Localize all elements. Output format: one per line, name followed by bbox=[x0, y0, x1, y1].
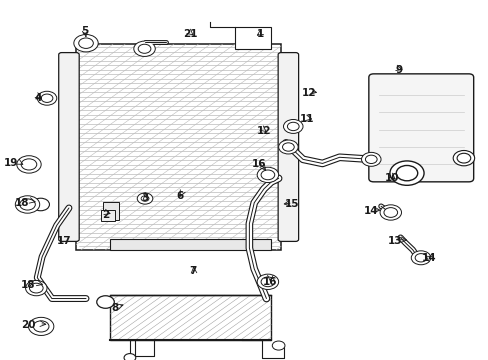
Text: 17: 17 bbox=[57, 236, 71, 246]
Circle shape bbox=[28, 318, 54, 336]
Text: 3: 3 bbox=[141, 193, 148, 203]
Text: 4: 4 bbox=[34, 93, 41, 103]
Circle shape bbox=[287, 122, 299, 131]
Text: 18: 18 bbox=[21, 280, 36, 289]
Bar bbox=[234, 27, 271, 49]
Bar bbox=[76, 44, 281, 250]
Text: 16: 16 bbox=[262, 277, 277, 287]
Circle shape bbox=[283, 120, 303, 134]
Circle shape bbox=[456, 153, 470, 163]
Text: 14: 14 bbox=[363, 206, 378, 216]
Circle shape bbox=[261, 170, 274, 180]
Text: 12: 12 bbox=[256, 126, 271, 136]
Circle shape bbox=[282, 143, 294, 151]
Circle shape bbox=[257, 167, 278, 183]
Text: 16: 16 bbox=[251, 159, 266, 170]
Circle shape bbox=[261, 277, 274, 287]
Text: 12: 12 bbox=[302, 88, 316, 98]
Circle shape bbox=[379, 205, 401, 220]
Text: 15: 15 bbox=[285, 199, 299, 210]
Circle shape bbox=[134, 41, 155, 57]
Circle shape bbox=[138, 44, 151, 53]
Circle shape bbox=[278, 140, 298, 154]
FancyBboxPatch shape bbox=[368, 74, 473, 182]
Text: 20: 20 bbox=[21, 320, 36, 330]
Circle shape bbox=[79, 38, 93, 48]
Text: 8: 8 bbox=[111, 303, 119, 313]
Circle shape bbox=[32, 198, 49, 211]
Circle shape bbox=[272, 341, 285, 350]
Circle shape bbox=[29, 283, 43, 293]
Text: 13: 13 bbox=[386, 236, 401, 246]
Circle shape bbox=[365, 155, 376, 163]
Circle shape bbox=[81, 40, 91, 47]
Text: 14: 14 bbox=[421, 253, 435, 264]
Text: 19: 19 bbox=[4, 158, 19, 168]
Circle shape bbox=[37, 91, 57, 105]
Text: 2: 2 bbox=[102, 210, 109, 220]
Circle shape bbox=[33, 321, 49, 332]
FancyBboxPatch shape bbox=[59, 53, 79, 242]
FancyBboxPatch shape bbox=[278, 53, 298, 242]
Text: 5: 5 bbox=[81, 26, 88, 36]
Circle shape bbox=[15, 196, 40, 213]
Circle shape bbox=[17, 156, 41, 173]
Text: 18: 18 bbox=[14, 198, 29, 208]
Bar bbox=[103, 202, 119, 220]
Circle shape bbox=[25, 280, 47, 296]
Text: 10: 10 bbox=[384, 174, 399, 183]
Text: 6: 6 bbox=[176, 191, 183, 201]
Circle shape bbox=[383, 208, 397, 217]
Text: 7: 7 bbox=[189, 266, 197, 276]
Circle shape bbox=[74, 35, 98, 52]
Circle shape bbox=[410, 251, 430, 265]
Circle shape bbox=[361, 152, 380, 166]
Bar bbox=[101, 210, 115, 221]
Text: 21: 21 bbox=[182, 29, 197, 39]
Bar bbox=[110, 295, 271, 340]
Circle shape bbox=[41, 94, 53, 102]
Circle shape bbox=[414, 253, 426, 262]
Circle shape bbox=[257, 274, 278, 289]
Circle shape bbox=[97, 296, 114, 308]
Circle shape bbox=[20, 199, 35, 210]
Circle shape bbox=[124, 354, 136, 360]
Circle shape bbox=[21, 159, 37, 170]
Text: 9: 9 bbox=[394, 66, 401, 75]
Circle shape bbox=[452, 150, 474, 166]
Bar bbox=[110, 239, 271, 250]
Circle shape bbox=[389, 161, 423, 185]
Text: 11: 11 bbox=[299, 114, 313, 124]
Circle shape bbox=[137, 193, 153, 204]
Circle shape bbox=[395, 166, 417, 181]
Circle shape bbox=[141, 196, 149, 201]
Text: 1: 1 bbox=[256, 29, 264, 39]
